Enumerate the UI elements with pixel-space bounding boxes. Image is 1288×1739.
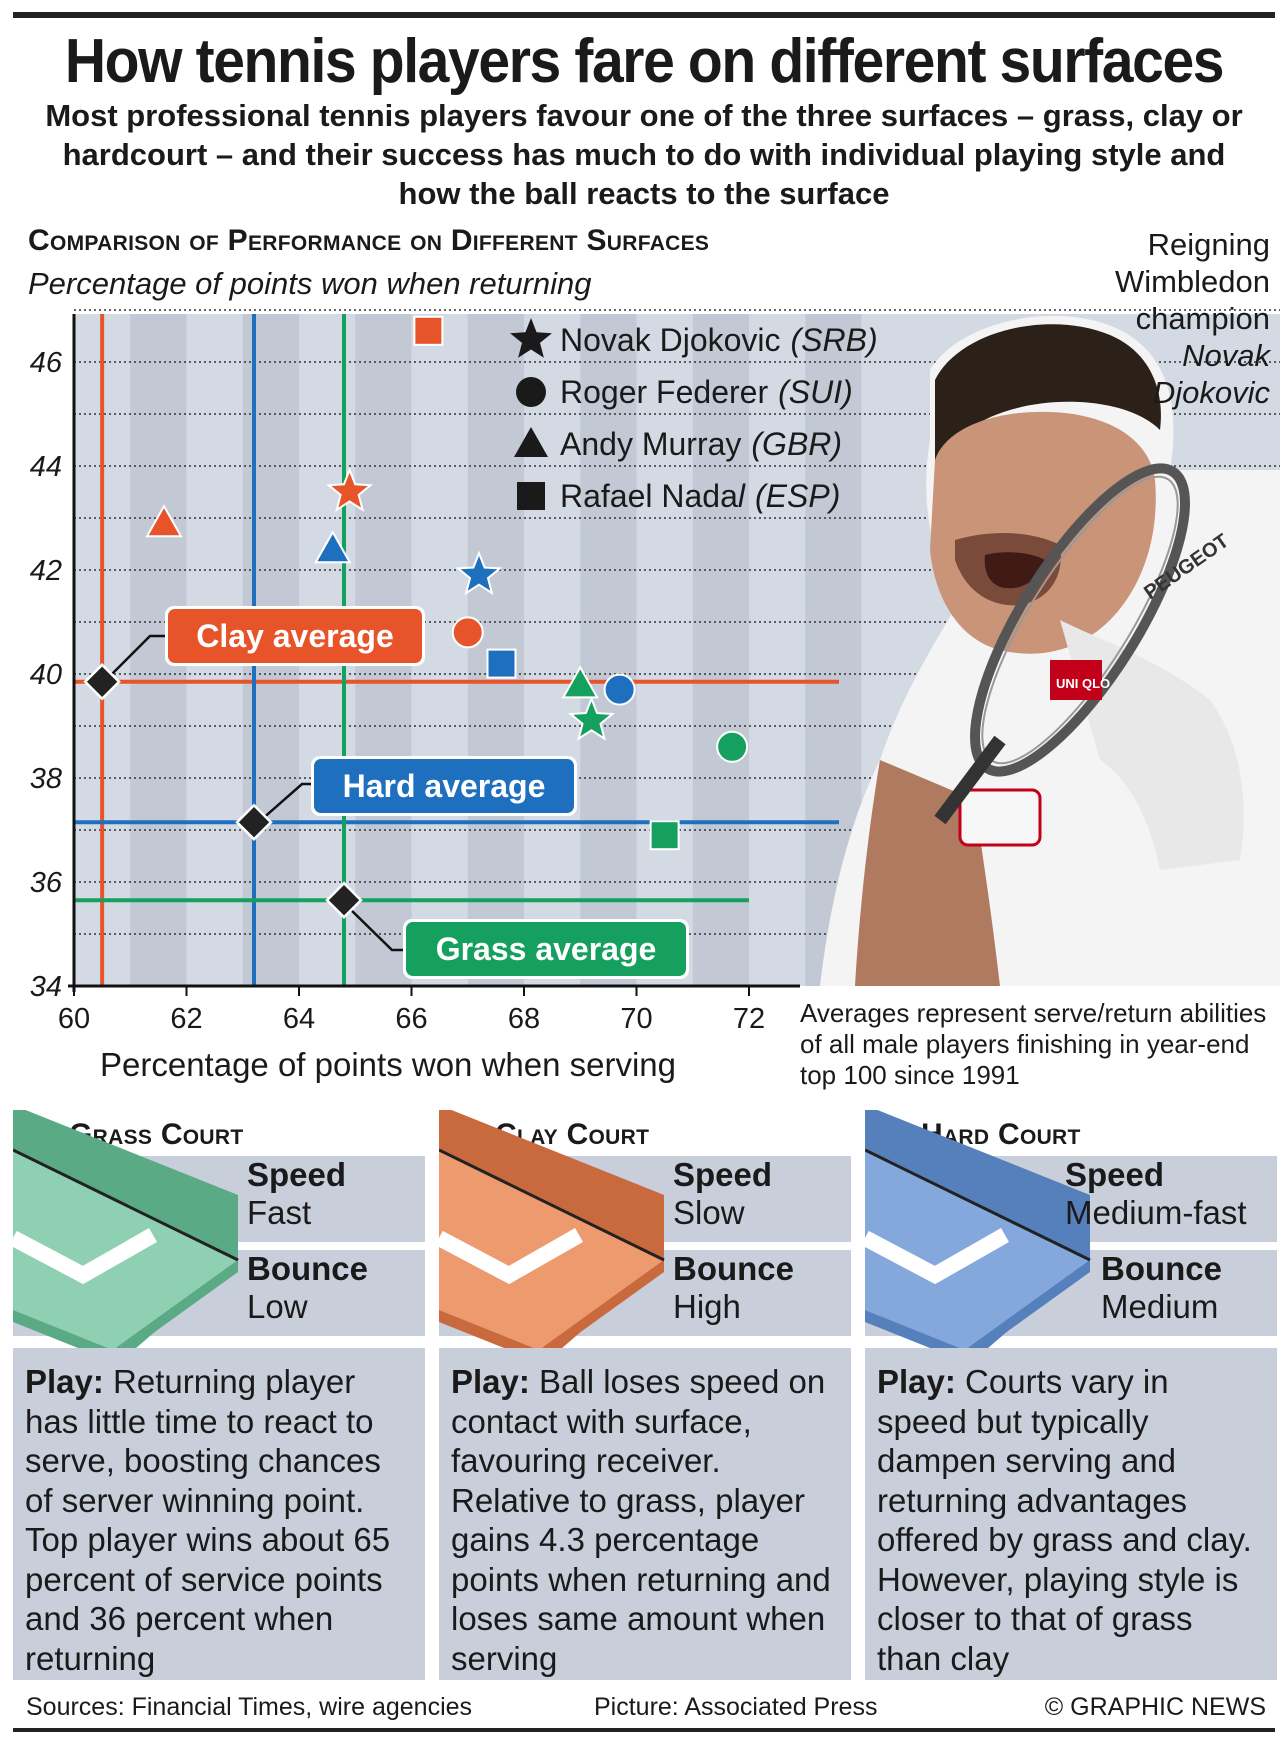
legend-entry: Andy Murray (GBR)	[560, 426, 842, 462]
y-tick-label: 40	[30, 659, 62, 691]
copyright-credit: © GRAPHIC NEWS	[1044, 1693, 1266, 1721]
clay-play-text: Play: Ball loses speed on contact with s…	[439, 1348, 851, 1680]
player-photo-icon: UNI QLO PEUGEOT	[820, 315, 1280, 986]
x-tick-label: 70	[620, 1003, 652, 1035]
legend-triangle-icon	[514, 427, 548, 457]
x-tick-label: 60	[58, 1003, 90, 1035]
legend-country: (ESP)	[755, 478, 840, 514]
chart-title: Comparison of Performance on Different S…	[28, 224, 710, 257]
x-tick-label: 66	[395, 1003, 427, 1035]
caption-line-2: Wimbledon	[1114, 264, 1270, 299]
legend-country: (GBR)	[751, 426, 842, 462]
clay-average-diamond	[83, 663, 121, 701]
y-tick-label: 44	[30, 451, 62, 483]
hard-average-label: Hard average	[343, 768, 546, 804]
legend-country: (SUI)	[778, 374, 853, 410]
grass-bounce: Bounce Low	[247, 1250, 369, 1325]
y-tick-label: 46	[30, 347, 63, 379]
legend-player-name-tail: l	[738, 478, 746, 514]
legend-entry: Roger Federer (SUI)	[560, 374, 853, 410]
legend-player-name: Rafael Nada	[560, 478, 738, 514]
photo-caption: Reigning Wimbledon champion Novak Djokov…	[1070, 226, 1270, 411]
caption-name-1: Novak	[1182, 338, 1270, 373]
y-tick-label: 34	[30, 971, 62, 1003]
page-title: How tennis players fare on different sur…	[64, 27, 1225, 96]
top-rule	[13, 12, 1275, 18]
andy-murray-hard-point	[314, 530, 352, 564]
page-subtitle: Most professional tennis players favour …	[45, 98, 1243, 211]
legend-circle-icon	[516, 377, 546, 407]
grass-average-diamond	[325, 881, 363, 919]
clay-speed: Speed Slow	[673, 1156, 773, 1231]
legend-player-name: Novak Djokovic	[560, 322, 781, 358]
x-tick-label: 72	[733, 1003, 765, 1035]
grass-court-icon	[13, 1110, 239, 1350]
legend-square-icon	[517, 482, 545, 510]
grass-play-text: Play: Returning player has little time t…	[13, 1348, 425, 1680]
grid-stripe	[692, 314, 749, 986]
sleeve-logo: UNI QLO	[1056, 676, 1110, 691]
legend-player-name: Roger Federer	[560, 374, 768, 410]
hard-court-icon	[865, 1110, 1091, 1350]
clay-average-label: Clay average	[196, 618, 393, 654]
sources-text: Sources: Financial Times, wire agencies	[26, 1693, 473, 1721]
clay-bounce: Bounce High	[673, 1250, 795, 1325]
rafael-nadal-hard-point	[486, 648, 517, 679]
grass-average-label-box	[406, 922, 686, 976]
y-tick-label: 38	[30, 763, 62, 795]
clay-average-label-box	[168, 609, 422, 663]
y-tick-label: 36	[30, 867, 63, 899]
y-tick-label: 42	[30, 555, 62, 587]
clay-court-card: Clay Court Speed Slow Bounce High Play: Ba…	[439, 1110, 851, 1680]
legend-star-icon	[510, 318, 552, 358]
novak-djokovic-grass-point	[567, 696, 616, 741]
caption-name-2: Djokovic	[1152, 375, 1270, 410]
hard-play-text: Play: Courts vary in speed but typically…	[865, 1348, 1277, 1680]
hard-average-diamond	[235, 803, 273, 841]
legend-entry: Rafael Nadal (ESP)	[560, 478, 840, 514]
x-axis-label: Percentage of points won when serving	[100, 1046, 677, 1083]
bottom-rule	[13, 1728, 1275, 1732]
rafael-nadal-grass-point	[649, 820, 680, 851]
andy-murray-grass-point	[561, 665, 599, 699]
chart-subtitle: Percentage of points won when returning	[28, 266, 592, 301]
picture-credit: Picture: Associated Press	[594, 1693, 878, 1721]
rafael-nadal-clay-point	[413, 315, 444, 346]
caption-line-1: Reigning	[1147, 227, 1270, 262]
novak-djokovic-hard-point	[455, 550, 503, 596]
hard-average-label-box	[314, 759, 574, 813]
x-tick-label: 62	[170, 1003, 202, 1035]
legend-player-name: Andy Murray	[560, 426, 741, 462]
roger-federer-clay-point	[451, 616, 484, 649]
hard-bounce: Bounce Medium	[1101, 1250, 1223, 1325]
x-tick-label: 68	[508, 1003, 540, 1035]
averages-note: Averages represent serve/return abilitie…	[800, 998, 1267, 1090]
grass-court-card: Grass Court Speed Fast Bounce Low Play: Re…	[13, 1110, 425, 1680]
grass-average-label: Grass average	[436, 931, 657, 967]
scatter-chart: UNI QLO PEUGEOT 60 62 64 66 68 70 72 34 36 38 40 42…	[30, 309, 1280, 1035]
legend-entry: Novak Djokovic (SRB)	[560, 322, 878, 358]
x-tick-label: 64	[283, 1003, 315, 1035]
hard-court-card: Hard Court Speed Medium-fast Bounce Medium…	[865, 1110, 1277, 1680]
roger-federer-hard-point	[603, 673, 636, 706]
andy-murray-clay-point	[145, 504, 183, 538]
caption-line-3: champion	[1135, 301, 1270, 336]
novak-djokovic-clay-point	[326, 467, 374, 513]
grass-speed: Speed Fast	[247, 1156, 347, 1231]
clay-court-icon	[439, 1110, 665, 1350]
roger-federer-grass-point	[716, 730, 749, 763]
grid-stripe	[580, 314, 637, 986]
hard-speed: Speed Medium-fast	[1065, 1156, 1247, 1231]
legend-country: (SRB)	[791, 322, 878, 358]
